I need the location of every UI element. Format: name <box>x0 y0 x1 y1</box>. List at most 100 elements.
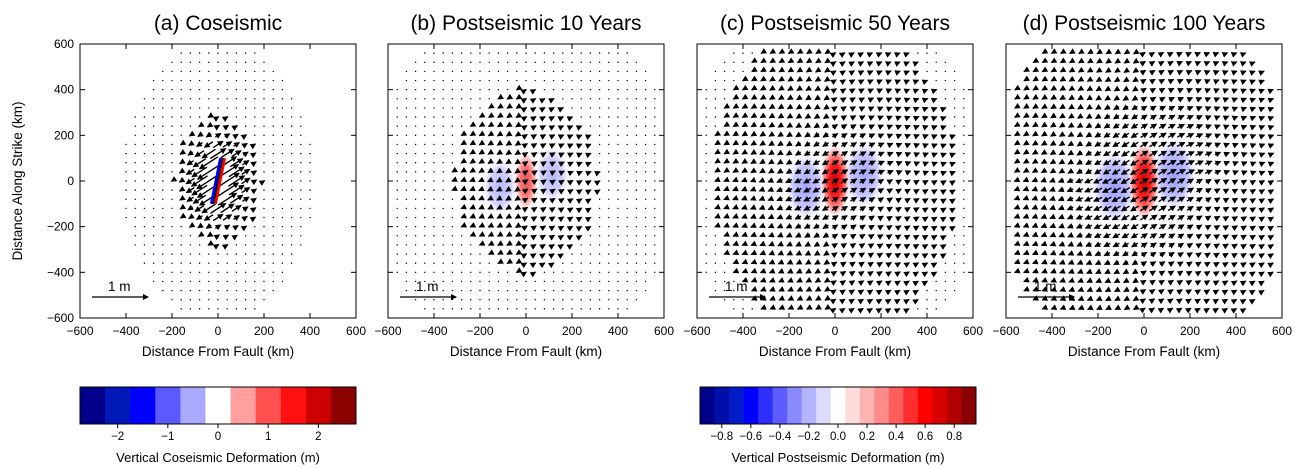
x-tick-label: 400 <box>1226 324 1246 338</box>
displacement-arrow <box>514 130 522 137</box>
displacement-arrow <box>894 252 902 259</box>
grid-dot <box>263 299 265 301</box>
displacement-arrow <box>1140 87 1147 94</box>
displacement-arrow <box>487 204 494 210</box>
displacement-arrow <box>750 139 758 146</box>
grid-dot <box>451 280 454 283</box>
displacement-arrow <box>1057 186 1065 192</box>
grid-dot <box>272 207 274 210</box>
grid-dot <box>644 116 647 118</box>
grid-dot <box>272 171 274 173</box>
grid-dot <box>451 61 454 63</box>
x-tick-label: −600 <box>374 324 401 338</box>
displacement-arrow <box>1085 250 1093 256</box>
grid-dot <box>626 198 628 200</box>
displacement-arrow <box>904 197 911 204</box>
grid-dot <box>152 235 155 237</box>
displacement-arrow <box>913 152 921 158</box>
displacement-arrow <box>1213 224 1221 231</box>
displacement-arrow <box>1195 124 1204 130</box>
displacement-arrow <box>840 196 849 203</box>
displacement-arrow <box>1139 177 1149 185</box>
displacement-arrow <box>1205 197 1212 203</box>
displacement-arrow <box>576 152 583 159</box>
displacement-arrow <box>794 195 802 202</box>
y-tick-label: −200 <box>47 220 74 234</box>
displacement-arrow <box>1194 298 1201 305</box>
displacement-arrow <box>1194 307 1201 314</box>
displacement-arrow <box>506 240 513 246</box>
displacement-arrow <box>1140 242 1148 249</box>
grid-dot <box>152 262 155 264</box>
displacement-arrow <box>840 115 848 121</box>
displacement-arrow <box>521 188 529 195</box>
grid-dot <box>705 171 707 173</box>
grid-dot <box>300 152 302 155</box>
displacement-arrow <box>478 139 486 146</box>
grid-dot <box>617 207 619 210</box>
grid-dot <box>635 280 638 283</box>
grid-dot <box>488 262 490 264</box>
displacement-arrow <box>1085 259 1093 265</box>
grid-dot <box>562 299 564 301</box>
grid-dot <box>152 198 155 200</box>
grid-dot <box>654 143 656 146</box>
displacement-arrow <box>921 216 929 223</box>
y-tick-label: −400 <box>47 265 74 279</box>
displacement-arrow <box>777 94 785 100</box>
displacement-arrow <box>1058 140 1066 147</box>
displacement-arrow <box>487 158 495 164</box>
displacement-arrow <box>469 185 476 192</box>
displacement-arrow <box>1149 205 1158 212</box>
displacement-arrow <box>1022 185 1030 192</box>
displacement-arrow <box>1094 150 1102 157</box>
displacement-arrow <box>1104 76 1112 83</box>
displacement-arrow <box>895 161 903 167</box>
displacement-arrow <box>912 225 920 232</box>
grid-dot <box>944 271 947 274</box>
displacement-arrow <box>496 204 503 210</box>
grid-dot <box>272 244 274 246</box>
grid-dot <box>516 61 518 63</box>
grid-dot <box>617 262 619 264</box>
displacement-arrow <box>194 204 205 212</box>
grid-dot <box>433 280 435 283</box>
displacement-arrow <box>505 213 513 219</box>
grid-dot <box>963 162 965 164</box>
grid-dot <box>143 125 146 127</box>
displacement-arrow <box>750 158 757 164</box>
displacement-arrow <box>496 158 503 165</box>
grid-dot <box>180 308 182 310</box>
displacement-arrow <box>795 131 802 138</box>
displacement-arrow <box>848 270 856 277</box>
displacement-arrow <box>548 116 556 122</box>
grid-dot <box>525 289 527 292</box>
y-tick-label: 200 <box>54 128 74 142</box>
displacement-arrow <box>1168 105 1176 112</box>
displacement-arrow <box>242 160 250 166</box>
displacement-arrow <box>849 160 858 166</box>
displacement-arrow <box>758 186 766 192</box>
displacement-arrow <box>877 206 885 213</box>
displacement-arrow <box>1186 215 1194 221</box>
displacement-arrow <box>178 176 186 183</box>
displacement-arrow <box>1149 141 1158 148</box>
grid-dot <box>171 280 173 283</box>
displacement-arrow <box>894 97 902 104</box>
grid-dot <box>460 88 463 91</box>
grid-dot <box>451 88 454 91</box>
displacement-vectors <box>396 52 656 310</box>
displacement-arrow <box>1111 187 1122 194</box>
grid-dot <box>470 70 472 73</box>
displacement-arrow <box>521 152 529 158</box>
displacement-arrow <box>1149 105 1157 112</box>
displacement-arrow <box>1258 207 1266 214</box>
displacement-arrow <box>1085 241 1092 247</box>
grid-dot <box>635 189 638 191</box>
displacement-arrow <box>228 166 245 178</box>
displacement-arrow <box>885 252 893 259</box>
displacement-arrow <box>759 112 767 119</box>
grid-dot <box>125 162 127 164</box>
displacement-arrow <box>1068 112 1075 119</box>
grid-dot <box>143 162 146 164</box>
